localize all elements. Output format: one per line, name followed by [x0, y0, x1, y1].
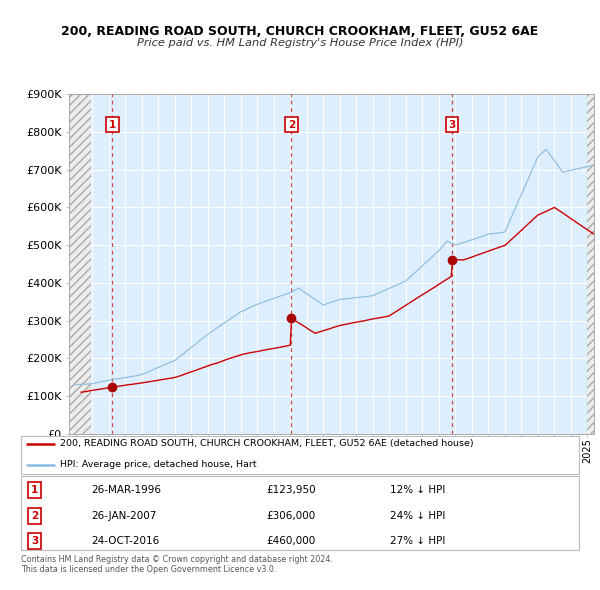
Text: £123,950: £123,950 — [266, 486, 316, 495]
Text: 200, READING ROAD SOUTH, CHURCH CROOKHAM, FLEET, GU52 6AE: 200, READING ROAD SOUTH, CHURCH CROOKHAM… — [61, 25, 539, 38]
Text: 26-MAR-1996: 26-MAR-1996 — [91, 486, 161, 495]
Bar — [587, 94, 594, 434]
Text: 2: 2 — [288, 120, 295, 130]
Text: Contains HM Land Registry data © Crown copyright and database right 2024.
This d: Contains HM Land Registry data © Crown c… — [21, 555, 333, 574]
Bar — [69, 94, 91, 434]
FancyBboxPatch shape — [21, 435, 579, 474]
Text: 26-JAN-2007: 26-JAN-2007 — [91, 510, 157, 520]
Text: 24-OCT-2016: 24-OCT-2016 — [91, 536, 160, 546]
Text: 200, READING ROAD SOUTH, CHURCH CROOKHAM, FLEET, GU52 6AE (detached house): 200, READING ROAD SOUTH, CHURCH CROOKHAM… — [60, 439, 474, 448]
Text: 12% ↓ HPI: 12% ↓ HPI — [390, 486, 446, 495]
Text: 3: 3 — [31, 536, 38, 546]
Text: 27% ↓ HPI: 27% ↓ HPI — [390, 536, 446, 546]
Text: 24% ↓ HPI: 24% ↓ HPI — [390, 510, 446, 520]
Text: Price paid vs. HM Land Registry's House Price Index (HPI): Price paid vs. HM Land Registry's House … — [137, 38, 463, 48]
Text: HPI: Average price, detached house, Hart: HPI: Average price, detached house, Hart — [60, 460, 257, 470]
Text: £306,000: £306,000 — [266, 510, 316, 520]
Text: £460,000: £460,000 — [266, 536, 316, 546]
FancyBboxPatch shape — [21, 477, 579, 550]
Text: 3: 3 — [449, 120, 456, 130]
Text: 1: 1 — [109, 120, 116, 130]
Text: 1: 1 — [31, 486, 38, 495]
Text: 2: 2 — [31, 510, 38, 520]
